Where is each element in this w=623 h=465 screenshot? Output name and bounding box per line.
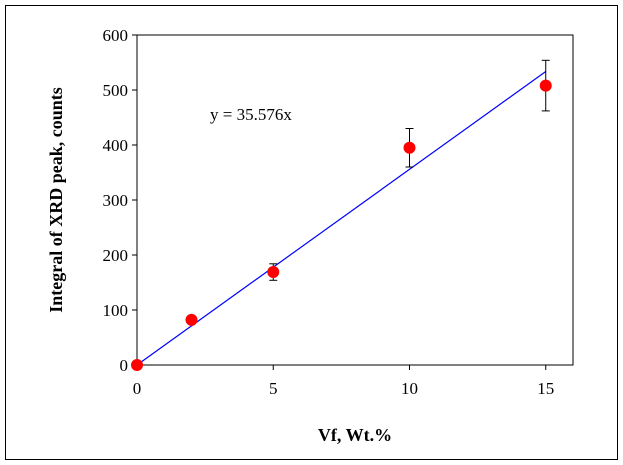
x-tick-label: 10 [401,379,418,398]
data-point [131,359,143,371]
plot-border [136,34,574,366]
y-tick-label: 0 [120,356,129,375]
y-tick-label: 100 [103,301,129,320]
data-point [267,266,280,279]
plot-area: 0 100 200 300 400 500 600 0 5 10 15 [103,26,574,398]
x-tick-label: 0 [133,379,142,398]
y-axis-title: Integral of XRD peak, counts [46,87,66,313]
trendline-equation: y = 35.576x [210,105,292,124]
x-axis-title: Vf, Wt.% [318,425,392,445]
y-tick-label: 600 [103,26,129,45]
trendline [136,71,547,366]
data-point [539,79,552,92]
y-tick-label: 300 [103,191,129,210]
data-point [185,313,198,326]
chart-frame [5,5,618,460]
y-tick-label: 500 [103,81,129,100]
data-point [403,141,416,154]
y-tick-label: 200 [103,246,129,265]
x-tick-label: 5 [269,379,278,398]
y-tick-label: 400 [103,136,129,155]
x-tick-label: 15 [537,379,554,398]
